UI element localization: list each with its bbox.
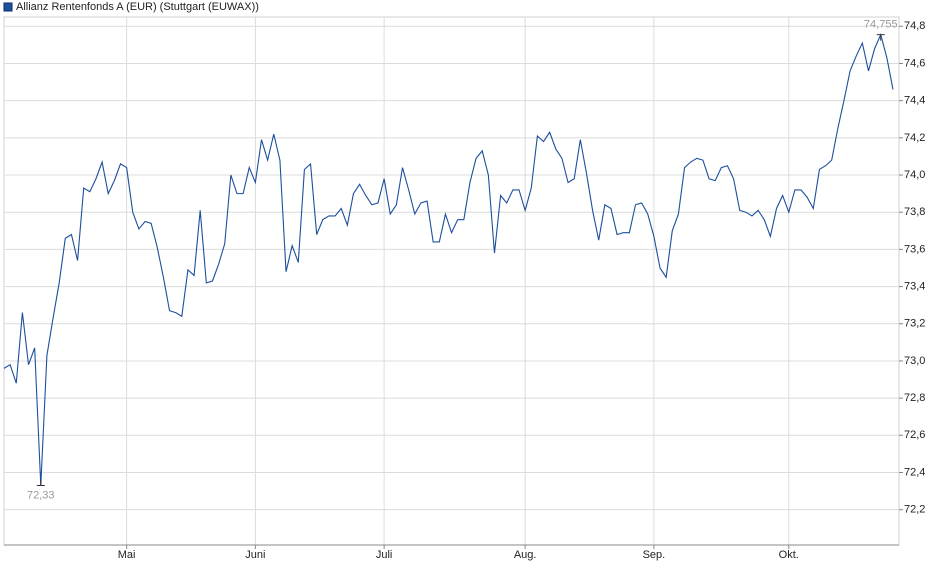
y-tick-label: 74,0: [904, 169, 925, 181]
y-tick-label: 73,8: [904, 206, 925, 218]
plot-frame: [3, 16, 900, 546]
y-tick-label: 73,2: [904, 318, 925, 330]
x-tick-label: Juli: [376, 549, 393, 561]
x-tick-label: Aug.: [514, 549, 537, 561]
y-tick-label: 73,0: [904, 355, 925, 367]
x-tick-label: Juni: [245, 549, 265, 561]
value-label: 72,33: [27, 489, 55, 501]
x-tick-label: Sep.: [643, 549, 666, 561]
legend-swatch: [3, 2, 13, 12]
x-tick-label: Okt.: [779, 549, 799, 561]
y-tick-label: 74,2: [904, 132, 925, 144]
value-label: 74,755: [864, 19, 898, 31]
y-tick-label: 72,4: [904, 466, 925, 478]
x-tick-label: Mai: [118, 549, 136, 561]
y-tick-label: 74,6: [904, 57, 925, 69]
y-tick-label: 74,8: [904, 20, 925, 32]
y-tick-label: 74,4: [904, 95, 925, 107]
y-tick-label: 73,6: [904, 243, 925, 255]
y-tick-label: 72,6: [904, 429, 925, 441]
legend-label: Allianz Rentenfonds A (EUR) (Stuttgart (…: [16, 1, 259, 13]
y-tick-label: 72,2: [904, 504, 925, 516]
price-line: [3, 32, 894, 486]
y-tick-label: 73,4: [904, 280, 925, 292]
y-tick-label: 72,8: [904, 392, 925, 404]
